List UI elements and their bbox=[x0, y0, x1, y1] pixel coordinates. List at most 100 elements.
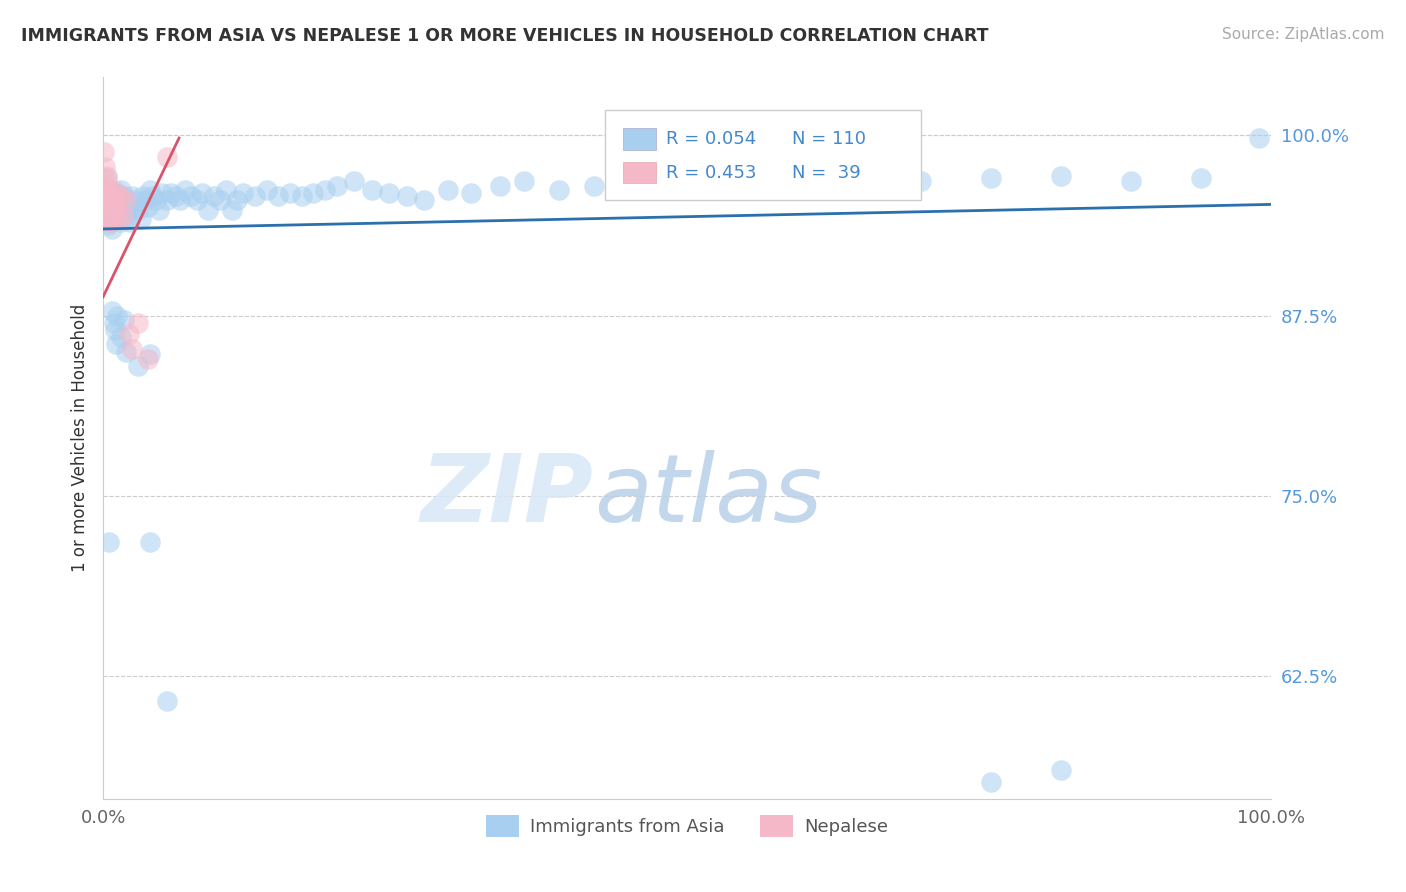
Point bbox=[104, 193, 127, 207]
Point bbox=[134, 193, 156, 207]
Point bbox=[145, 193, 167, 207]
Point bbox=[97, 197, 120, 211]
FancyBboxPatch shape bbox=[606, 110, 921, 200]
Point bbox=[395, 188, 418, 202]
Point bbox=[582, 178, 605, 193]
Point bbox=[628, 174, 651, 188]
Point bbox=[98, 196, 121, 211]
Point bbox=[769, 183, 792, 197]
Point bbox=[141, 188, 163, 202]
Point bbox=[96, 169, 118, 183]
Point bbox=[115, 193, 138, 207]
Point bbox=[125, 200, 148, 214]
Text: ZIP: ZIP bbox=[420, 450, 593, 541]
Point bbox=[202, 188, 225, 202]
Point bbox=[104, 193, 127, 207]
Point bbox=[676, 171, 699, 186]
Point bbox=[98, 183, 121, 197]
Point bbox=[127, 316, 149, 330]
Point bbox=[108, 203, 131, 218]
Point bbox=[103, 316, 125, 330]
Point bbox=[111, 207, 134, 221]
Point bbox=[1119, 174, 1142, 188]
Point bbox=[98, 193, 121, 207]
Point bbox=[98, 535, 121, 549]
Point bbox=[104, 203, 127, 218]
Point bbox=[103, 211, 125, 226]
Point bbox=[343, 174, 366, 188]
Point bbox=[98, 203, 121, 218]
Point bbox=[197, 203, 219, 218]
Point bbox=[180, 188, 202, 202]
Point bbox=[93, 145, 115, 160]
Point bbox=[186, 193, 208, 207]
Point bbox=[107, 196, 129, 211]
Point bbox=[104, 211, 127, 225]
Text: IMMIGRANTS FROM ASIA VS NEPALESE 1 OR MORE VEHICLES IN HOUSEHOLD CORRELATION CHA: IMMIGRANTS FROM ASIA VS NEPALESE 1 OR MO… bbox=[21, 27, 988, 45]
Point bbox=[436, 183, 458, 197]
Point bbox=[325, 178, 347, 193]
Point bbox=[547, 183, 569, 197]
Point bbox=[314, 183, 336, 197]
Point bbox=[97, 197, 120, 211]
Bar bbox=[623, 128, 655, 150]
Point bbox=[93, 171, 115, 186]
Point bbox=[97, 209, 120, 223]
Point bbox=[114, 211, 136, 226]
Point bbox=[104, 207, 127, 221]
Point bbox=[103, 197, 125, 211]
Point bbox=[723, 174, 745, 188]
Point bbox=[100, 188, 122, 202]
Point bbox=[1189, 171, 1212, 186]
Text: R = 0.054: R = 0.054 bbox=[666, 129, 756, 148]
Point bbox=[136, 351, 159, 366]
Point bbox=[97, 218, 120, 232]
Point bbox=[226, 193, 249, 207]
Point bbox=[173, 183, 195, 197]
Point bbox=[96, 197, 118, 211]
Point bbox=[100, 200, 122, 214]
Point bbox=[278, 186, 301, 200]
Point bbox=[107, 211, 129, 226]
Point bbox=[104, 323, 127, 337]
Point bbox=[101, 188, 124, 202]
Point bbox=[98, 193, 121, 207]
Point bbox=[208, 193, 231, 207]
Point bbox=[110, 188, 132, 202]
Point bbox=[980, 774, 1002, 789]
Point bbox=[115, 193, 138, 207]
Point bbox=[117, 200, 139, 214]
Legend: Immigrants from Asia, Nepalese: Immigrants from Asia, Nepalese bbox=[479, 807, 896, 844]
Point bbox=[98, 186, 121, 200]
Point bbox=[156, 694, 179, 708]
Point bbox=[101, 203, 124, 218]
Point bbox=[221, 203, 243, 218]
Point bbox=[136, 200, 159, 214]
Point bbox=[489, 178, 512, 193]
Point bbox=[110, 215, 132, 229]
Point bbox=[132, 188, 155, 202]
Point bbox=[267, 188, 290, 202]
Point bbox=[111, 203, 134, 218]
Point bbox=[118, 203, 141, 218]
Point bbox=[156, 150, 179, 164]
Point bbox=[169, 193, 191, 207]
Point bbox=[512, 174, 534, 188]
Point bbox=[108, 211, 131, 226]
Point bbox=[121, 342, 143, 356]
Point bbox=[256, 183, 278, 197]
Point bbox=[1050, 763, 1073, 777]
Point bbox=[103, 183, 125, 197]
Point bbox=[98, 211, 121, 226]
Point bbox=[232, 186, 254, 200]
Point bbox=[150, 186, 173, 200]
Point bbox=[98, 197, 121, 211]
Text: atlas: atlas bbox=[593, 450, 823, 541]
Point bbox=[101, 203, 124, 218]
Point bbox=[139, 535, 162, 549]
Point bbox=[94, 193, 117, 207]
Point bbox=[103, 197, 125, 211]
Point bbox=[360, 183, 382, 197]
Point bbox=[97, 207, 120, 221]
Point bbox=[291, 188, 314, 202]
